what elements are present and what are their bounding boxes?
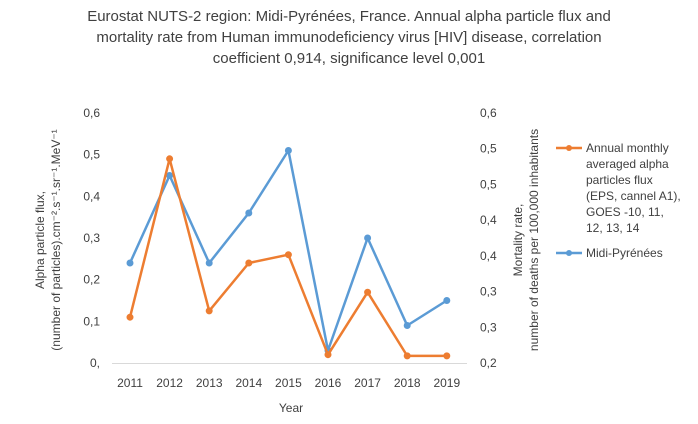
y-left-tick-label: 0,6 — [83, 106, 100, 120]
data-point — [285, 148, 291, 154]
legend-swatch-marker — [566, 250, 572, 256]
data-point — [246, 210, 252, 216]
legend-label: (EPS, cannel A1), — [586, 189, 681, 203]
y-left-tick-label: 0,4 — [83, 189, 100, 203]
y-left-axis-title-line: (number of particles).cm⁻².s⁻¹.sr⁻¹.MeV⁻… — [49, 129, 63, 350]
legend: Annual monthly averaged alpha particles fl… — [556, 141, 681, 260]
data-point — [444, 298, 450, 304]
data-point — [127, 314, 133, 320]
y-left-axis-title: Alpha particle flux, (number of particles… — [33, 129, 63, 350]
y-right-tick-label: 0,2 — [480, 356, 497, 370]
data-point — [206, 260, 212, 266]
y-right-tick-label: 0,4 — [480, 249, 497, 263]
y-right-tick-label: 0,3 — [480, 320, 497, 334]
y-right-tick-label: 0,3 — [480, 285, 497, 299]
x-tick-label: 2014 — [235, 376, 262, 390]
y-left-tick-label: 0,5 — [83, 148, 100, 162]
x-tick-label: 2018 — [394, 376, 421, 390]
y-right-axis-title-line: Mortality rate, — [511, 204, 525, 277]
legend-label: 12, 13, 14 — [586, 221, 640, 235]
legend-label: Annual monthly — [586, 141, 669, 155]
data-point — [325, 352, 331, 358]
legend-label: Midi-Pyrénées — [586, 246, 663, 260]
legend-label: particles flux — [586, 173, 653, 187]
y-right-tick-label: 0,5 — [480, 142, 497, 156]
x-tick-label: 2015 — [275, 376, 302, 390]
line-chart: 0, 0,1 0,2 0,3 0,4 0,5 0,6 0,2 0,3 0,3 0,4 0,4 0,5 0,… — [0, 0, 698, 424]
data-point — [246, 260, 252, 266]
x-tick-label: 2017 — [354, 376, 381, 390]
data-point — [285, 252, 291, 258]
x-tick-label: 2012 — [156, 376, 183, 390]
data-point — [365, 235, 371, 241]
y-right-axis-title-line: number of deaths per 100,000 inhabitants — [527, 129, 541, 351]
series-group — [127, 148, 450, 359]
data-point — [167, 156, 173, 162]
data-point — [444, 353, 450, 359]
x-axis-title: Year — [279, 401, 303, 415]
y-right-tick-label: 0,6 — [480, 106, 497, 120]
legend-label: GOES -10, 11, — [586, 205, 664, 219]
legend-label: averaged alpha — [586, 157, 669, 171]
y-left-tick-label: 0,3 — [83, 231, 100, 245]
legend-swatch-marker — [566, 145, 572, 151]
y-right-tick-label: 0,4 — [480, 213, 497, 227]
data-point — [404, 323, 410, 329]
data-point — [365, 289, 371, 295]
x-tick-label: 2016 — [315, 376, 342, 390]
y-left-tick-label: 0,1 — [83, 314, 100, 328]
x-tick-label: 2011 — [117, 376, 143, 390]
y-left-tick-label: 0, — [90, 356, 100, 370]
data-point — [206, 308, 212, 314]
y-right-tick-label: 0,5 — [480, 177, 497, 191]
data-point — [404, 353, 410, 359]
y-left-axis-title-line: Alpha particle flux, — [33, 191, 47, 289]
data-point — [167, 173, 173, 179]
data-point — [127, 260, 133, 266]
x-tick-label: 2019 — [433, 376, 460, 390]
x-tick-label: 2013 — [196, 376, 223, 390]
y-left-tick-label: 0,2 — [83, 273, 100, 287]
series-line-midi-pyrenees — [130, 151, 447, 351]
y-right-axis-title: Mortality rate, number of deaths per 100,… — [511, 129, 541, 351]
